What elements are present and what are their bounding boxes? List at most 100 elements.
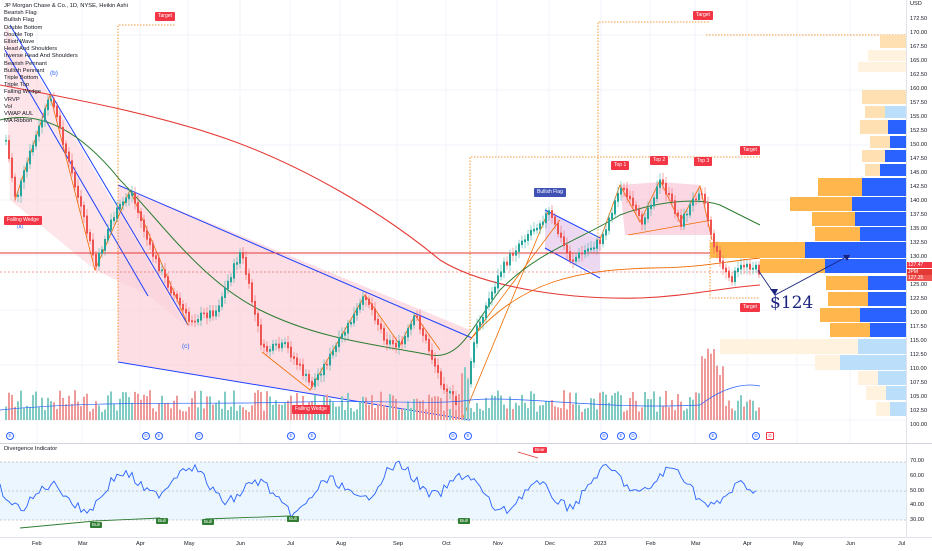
top-label[interactable]: Top 1 (611, 161, 630, 170)
target-label[interactable]: Target (740, 303, 760, 312)
event-marker[interactable]: D (195, 432, 203, 440)
candlestick-series[interactable] (5, 92, 760, 421)
candle-body (275, 343, 277, 346)
candle-body (494, 286, 496, 294)
indicator-label[interactable]: Head And Shoulders (4, 46, 58, 53)
candle-body (278, 343, 280, 349)
volume-bar (329, 399, 331, 420)
candle-body (446, 388, 448, 394)
price-tick: 162.50 (910, 72, 928, 78)
indicator-label[interactable]: VRVP (4, 96, 20, 103)
event-marker[interactable]: D (629, 432, 637, 440)
oscillator-canvas[interactable] (0, 444, 906, 537)
target-label[interactable]: Target (740, 146, 760, 155)
indicator-label[interactable]: Vol (4, 103, 13, 110)
volume-bar (476, 403, 478, 420)
indicator-label[interactable]: Triple Bottom (4, 75, 39, 82)
target-label[interactable]: Target (155, 12, 175, 21)
top-label[interactable]: Top 2 (650, 156, 669, 165)
indicator-label[interactable]: Inverse Head And Shoulders (4, 53, 78, 60)
candle-body (50, 98, 52, 102)
event-marker[interactable]: D (142, 432, 150, 440)
candle-body (347, 322, 349, 334)
volume-bar (254, 392, 256, 420)
indicator-label[interactable]: MA Ribbon (4, 118, 33, 125)
volume-bar (344, 409, 346, 420)
falling-wedge-label[interactable]: Falling Wedge (4, 216, 42, 225)
price-pane[interactable]: JP Morgan Chase & Co., 1D, NYSE, Heikin … (0, 0, 906, 443)
event-marker[interactable]: E (6, 432, 14, 440)
event-marker[interactable]: E (287, 432, 295, 440)
volume-bar (53, 402, 55, 420)
indicator-label[interactable]: Falling Wedge (4, 89, 41, 96)
event-marker[interactable]: D (449, 432, 457, 440)
oscillator-pane[interactable]: Divergence Indicator Bull Bull Bull Bull… (0, 444, 906, 537)
target-label[interactable]: Target (693, 11, 713, 20)
volume-bar (566, 409, 568, 420)
bullish-flag-label[interactable]: Bullish Flag (534, 188, 566, 197)
close-price-tag: 127.35 (907, 275, 932, 281)
indicator-label[interactable]: Double Bottom (4, 24, 43, 31)
price-tick: 132.50 (910, 240, 928, 246)
volume-bar (482, 410, 484, 420)
candle-body (683, 213, 685, 227)
pane-separator[interactable] (0, 443, 932, 444)
candle-body (437, 365, 439, 373)
price-axis[interactable]: USD 172.50 170.00 167.50 165.00 162.50 1… (906, 0, 932, 443)
price-chart-canvas[interactable] (0, 0, 906, 443)
indicator-label[interactable]: Bearish Flag (4, 10, 37, 17)
volume-bar (497, 390, 499, 420)
event-marker[interactable]: E (464, 432, 472, 440)
volume-bar (50, 401, 52, 420)
candle-body (482, 316, 484, 324)
volume-bar (488, 407, 490, 420)
candle-body (32, 144, 34, 153)
indicator-label[interactable]: Bullish Flag (4, 17, 34, 24)
candle-body (245, 257, 247, 275)
time-tick: Feb (646, 541, 656, 547)
indicator-label[interactable]: Double Top (4, 31, 34, 38)
volume-bar (113, 404, 115, 420)
candle-body (176, 293, 178, 300)
volume-bar (536, 411, 538, 420)
price-tick: 110.00 (910, 366, 927, 372)
event-marker[interactable]: E (155, 432, 163, 440)
event-marker[interactable]: E (709, 432, 717, 440)
indicator-label[interactable]: Triple Top (4, 82, 30, 89)
event-marker[interactable]: D (766, 432, 774, 440)
indicator-label[interactable]: Bearish Pennant (4, 60, 47, 67)
event-marker[interactable]: E (617, 432, 625, 440)
volume-bar (461, 373, 463, 420)
candle-body (335, 345, 337, 352)
candle-body (56, 105, 58, 118)
volume-bar (251, 405, 253, 420)
time-tick: Oct (442, 541, 451, 547)
volume-bar (362, 396, 364, 420)
indicator-label[interactable]: Elliott Wave (4, 39, 35, 46)
volume-bar (104, 409, 106, 420)
volume-bar (101, 411, 103, 420)
candle-body (161, 269, 163, 272)
time-axis[interactable]: Feb Mar Apr May Jun Jul Aug Sep Oct Nov … (0, 537, 932, 551)
candle-body (326, 363, 328, 366)
candle-body (608, 217, 610, 231)
falling-wedge-label[interactable]: Falling Wedge (292, 405, 330, 414)
event-marker[interactable]: E (308, 432, 316, 440)
event-marker[interactable]: D (600, 432, 608, 440)
event-marker[interactable]: D (752, 432, 760, 440)
candle-body (137, 201, 139, 213)
indicator-label[interactable]: Bullish Pennant (4, 67, 45, 74)
symbol-title[interactable]: JP Morgan Chase & Co., 1D, NYSE, Heikin … (4, 3, 128, 9)
top-label[interactable]: Top 3 (694, 157, 713, 166)
oscillator-title[interactable]: Divergence Indicator (4, 446, 58, 452)
candle-body (410, 323, 412, 330)
candle-body (443, 383, 445, 391)
oscillator-axis[interactable]: 70.00 60.00 50.00 40.00 30.00 (906, 444, 932, 537)
volume-bar (47, 397, 49, 420)
candle-body (173, 291, 175, 296)
candle-body (752, 267, 754, 270)
volume-bar (452, 394, 454, 420)
candle-body (77, 185, 79, 198)
volume-bar (428, 394, 430, 420)
indicator-label[interactable]: VWAP AUL (4, 111, 34, 118)
